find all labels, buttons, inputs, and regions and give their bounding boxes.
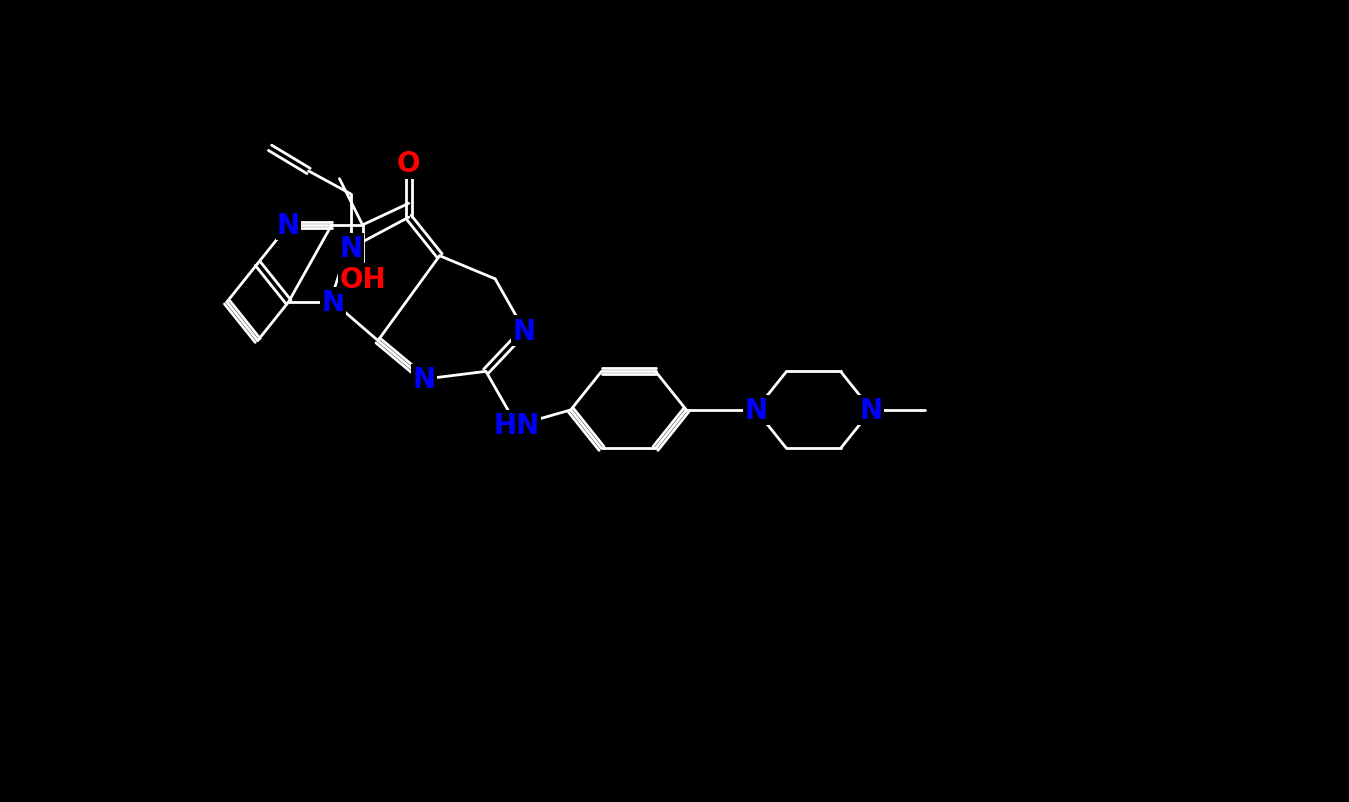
Text: N: N <box>745 396 768 424</box>
Text: N: N <box>859 396 884 424</box>
Text: N: N <box>277 212 299 240</box>
Text: N: N <box>513 317 536 345</box>
Text: OH: OH <box>339 265 386 294</box>
Text: N: N <box>321 289 345 317</box>
Text: N: N <box>413 366 436 394</box>
Text: O: O <box>397 150 421 178</box>
Text: HN: HN <box>494 411 540 439</box>
Text: N: N <box>340 235 363 263</box>
